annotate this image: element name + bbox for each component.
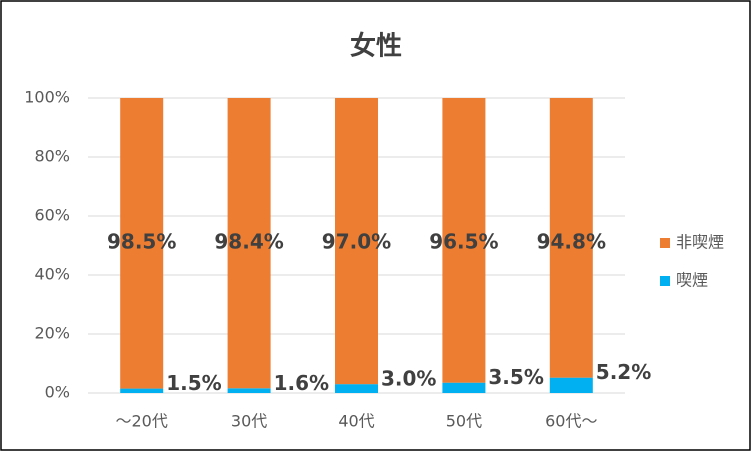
y-tick-label: 100% [24,88,70,107]
legend-swatch [660,276,670,286]
x-tick-label: ～20代 [116,412,168,431]
y-tick-label: 40% [34,265,70,284]
bar-segment [549,98,593,378]
bar-segment [335,384,378,393]
x-tick-label: 40代 [338,412,374,431]
value-label: 5.2% [596,360,651,384]
bar-segment [227,98,271,389]
legend-swatch [660,238,670,248]
y-tick-label: 80% [34,147,70,166]
bar-segment [335,98,378,385]
bar-segment [549,377,593,393]
bar-segment [227,388,271,393]
bar-segment [442,98,486,383]
y-tick-label: 60% [34,206,70,225]
y-tick-label: 20% [34,324,70,343]
value-label: 1.6% [274,371,329,395]
y-tick-label: 0% [45,383,70,402]
value-label: 3.5% [488,365,543,389]
legend-label: 喫煙 [676,271,708,290]
bar-segment [442,382,486,393]
chart-title: 女性 [350,31,402,62]
x-tick-label: 30代 [231,412,267,431]
value-label: 98.5% [107,230,176,254]
legend-label: 非喫煙 [676,233,724,252]
value-label: 94.8% [537,230,606,254]
value-label: 3.0% [381,367,436,391]
x-tick-label: 50代 [446,412,482,431]
bar-segment [120,388,164,393]
value-label: 96.5% [429,230,498,254]
value-label: 1.5% [166,371,221,395]
bar-segment [120,98,164,389]
x-tick-label: 60代～ [545,412,597,431]
value-label: 97.0% [322,230,391,254]
value-label: 98.4% [214,230,283,254]
